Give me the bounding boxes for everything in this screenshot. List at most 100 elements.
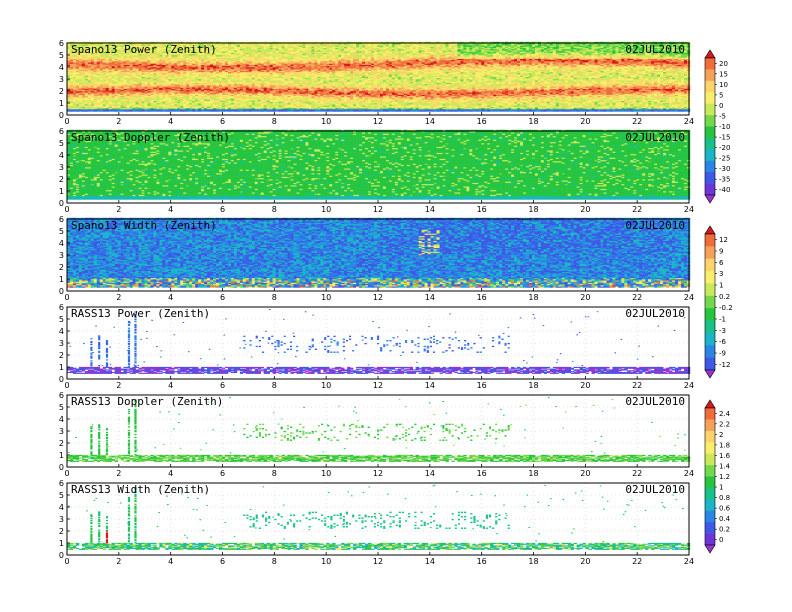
heatmap-cell [90, 89, 95, 92]
heatmap-cell [108, 63, 113, 65]
heatmap-cell [81, 50, 86, 52]
heatmap-cell [90, 71, 95, 74]
heatmap-cell [105, 62, 110, 64]
heatmap-cell [69, 91, 74, 93]
heatmap-cell [105, 61, 110, 63]
heatmap-cell [123, 63, 127, 65]
heatmap-cell [102, 68, 107, 70]
heatmap-cell [78, 88, 83, 91]
heatmap-cell [108, 77, 113, 80]
heatmap-cell [117, 98, 121, 100]
heatmap-cell [67, 91, 71, 93]
heatmap-cell [90, 57, 95, 59]
heatmap-cell [81, 53, 86, 56]
heatmap-cell [81, 58, 86, 61]
heatmap-cell [108, 68, 113, 70]
heatmap-cell [75, 75, 80, 77]
heatmap-cell [84, 74, 89, 76]
heatmap-cell [123, 58, 127, 61]
heatmap-cell [99, 82, 104, 85]
heatmap-cell [114, 64, 118, 67]
heatmap-cell [108, 65, 113, 68]
heatmap-cell [72, 64, 77, 67]
heatmap-cell [102, 45, 107, 47]
heatmap-cell [105, 109, 110, 111]
heatmap-cell [120, 59, 124, 62]
heatmap-cell [120, 46, 124, 49]
heatmap-cell [90, 97, 95, 99]
heatmap-cell [96, 61, 101, 63]
heatmap-cell [117, 105, 121, 107]
heatmap-cell [93, 50, 98, 52]
heatmap-cell [90, 79, 95, 81]
heatmap-cell [108, 110, 113, 112]
heatmap-cell [120, 103, 124, 105]
heatmap-cell [78, 99, 83, 101]
heatmap-cell [96, 47, 101, 50]
heatmap-cell [111, 83, 115, 86]
heatmap-cell [123, 53, 127, 56]
heatmap-cell [75, 63, 80, 65]
heatmap-cell [99, 62, 104, 64]
heatmap-cell [69, 63, 74, 65]
heatmap-cell [69, 92, 74, 94]
heatmap-cell [93, 43, 98, 45]
heatmap-cell [81, 62, 86, 64]
heatmap-cell [114, 80, 118, 82]
heatmap-cell [84, 80, 89, 82]
heatmap-cell [123, 81, 127, 83]
heatmap-cell [87, 67, 92, 69]
heatmap-cell [102, 71, 107, 74]
heatmap-cell [111, 104, 115, 106]
heatmap-cell [69, 103, 74, 105]
heatmap-cell [93, 100, 98, 103]
heatmap-cell [90, 52, 95, 55]
heatmap-cell [96, 105, 101, 107]
heatmap-cell [114, 87, 118, 89]
heatmap-cell [67, 64, 71, 67]
heatmap-cell [120, 89, 124, 92]
heatmap-cell [69, 62, 74, 64]
heatmap-cell [72, 88, 77, 91]
heatmap-cell [75, 104, 80, 106]
heatmap-cell [81, 99, 86, 101]
heatmap-cell [93, 106, 98, 109]
heatmap-cell [111, 82, 115, 85]
heatmap-cell [81, 98, 86, 100]
heatmap-cell [108, 109, 113, 111]
heatmap-cell [75, 47, 80, 50]
heatmap-cell [108, 86, 113, 88]
heatmap-cell [114, 52, 118, 55]
heatmap-cell [99, 93, 104, 95]
heatmap-cell [90, 62, 95, 64]
heatmap-cell [120, 62, 124, 64]
heatmap-cell [105, 59, 110, 62]
heatmap-cell [105, 105, 110, 107]
heatmap-cell [114, 53, 118, 56]
heatmap-cell [67, 62, 71, 64]
heatmap-cell [90, 70, 95, 73]
heatmap-cell [120, 44, 124, 46]
heatmap-cell [84, 95, 89, 98]
heatmap-cell [102, 81, 107, 83]
heatmap-cell [75, 91, 80, 93]
heatmap-cell [78, 85, 83, 87]
heatmap-cell [111, 109, 115, 111]
heatmap-cell [72, 92, 77, 94]
heatmap-cell [78, 92, 83, 94]
heatmap-cell [90, 104, 95, 106]
heatmap-cell [105, 77, 110, 80]
heatmap-cell [81, 43, 86, 45]
heatmap-cell [108, 97, 113, 99]
heatmap-cell [72, 81, 77, 83]
heatmap-cell [117, 63, 121, 65]
heatmap-cell [96, 107, 101, 110]
heatmap-cell [105, 70, 110, 73]
heatmap-cell [96, 58, 101, 61]
heatmap-cell [120, 86, 124, 88]
heatmap-cell [81, 103, 86, 105]
heatmap-cell [117, 87, 121, 89]
heatmap-cell [99, 63, 104, 65]
heatmap-cell [84, 50, 89, 52]
heatmap-cell [78, 62, 83, 64]
